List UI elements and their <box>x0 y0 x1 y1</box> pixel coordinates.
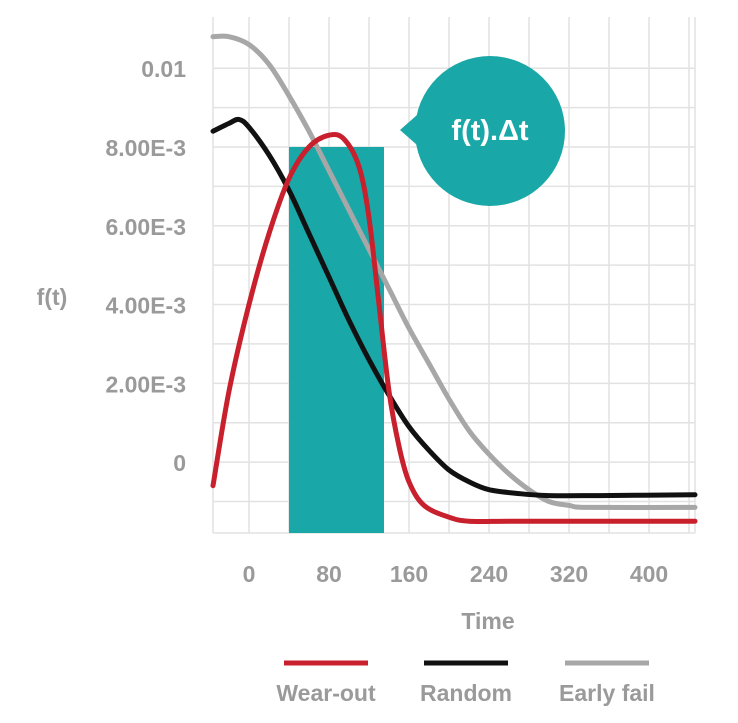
legend: Wear-out Random Early fail <box>276 660 655 706</box>
x-tick-label: 400 <box>630 561 668 587</box>
series-line-early-fail <box>210 33 698 511</box>
x-axis-label: Time <box>461 608 514 634</box>
x-tick-label: 320 <box>550 561 588 587</box>
y-tick-label: 0.01 <box>141 56 186 82</box>
x-tick-label: 240 <box>470 561 508 587</box>
x-tick-labels: 0 80 160 240 320 400 <box>243 561 669 587</box>
y-tick-label: 4.00E-3 <box>105 293 186 319</box>
series-lines <box>210 33 698 524</box>
series-line-wear-out <box>210 131 698 524</box>
y-tick-label: 0 <box>173 450 186 476</box>
x-tick-label: 0 <box>243 561 256 587</box>
x-tick-label: 80 <box>316 561 342 587</box>
y-tick-label: 6.00E-3 <box>105 214 186 240</box>
y-axis-label: f(t) <box>37 284 68 310</box>
annotation-text: f(t).Δt <box>451 115 529 147</box>
legend-label-early-fail: Early fail <box>559 680 655 706</box>
y-tick-label: 2.00E-3 <box>105 371 186 397</box>
series-line-random <box>210 116 698 499</box>
y-tick-labels: 0 2.00E-3 4.00E-3 6.00E-3 8.00E-3 0.01 <box>105 56 186 476</box>
highlight-bar <box>289 146 384 533</box>
annotation-bubble-circle <box>415 56 565 206</box>
annotation-bubble: f(t).Δt <box>400 56 565 206</box>
legend-label-wear-out: Wear-out <box>276 680 376 706</box>
y-tick-label: 8.00E-3 <box>105 135 186 161</box>
legend-label-random: Random <box>420 680 512 706</box>
x-tick-label: 160 <box>390 561 428 587</box>
annotation-bubble-tail <box>400 108 425 152</box>
